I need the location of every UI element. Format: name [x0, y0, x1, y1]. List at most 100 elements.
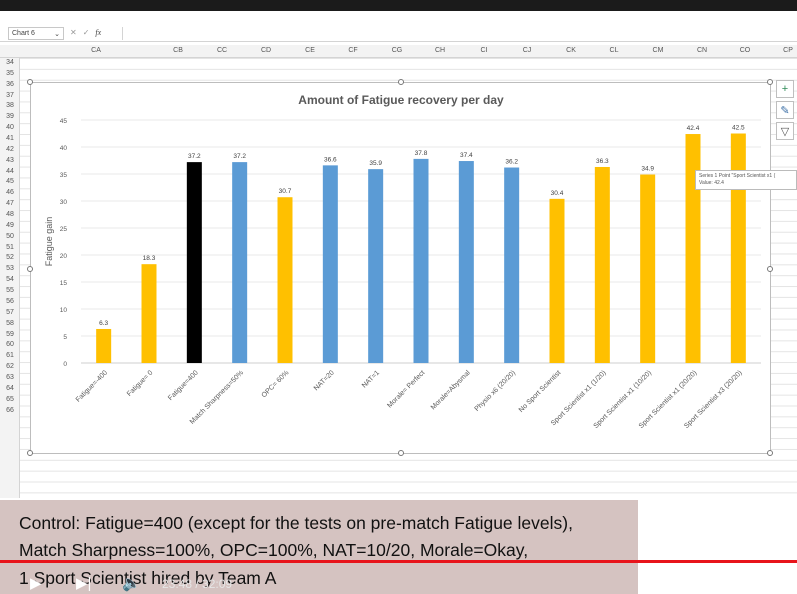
play-icon[interactable]: ▶: [30, 575, 42, 592]
video-controls: ▶ ▶| 🔈 23:48 / 32:09: [0, 572, 300, 594]
chart-styles-brush-icon[interactable]: ✎: [776, 101, 794, 119]
column-header[interactable]: CF: [348, 47, 358, 54]
tooltip-value: Value: 42.4: [699, 180, 724, 186]
resize-handle[interactable]: [767, 266, 773, 272]
row-header[interactable]: 44: [6, 167, 14, 175]
row-header[interactable]: 55: [6, 287, 14, 295]
row-header[interactable]: 42: [6, 145, 14, 153]
column-header[interactable]: CP: [783, 47, 793, 54]
volume-icon[interactable]: 🔈: [122, 575, 141, 592]
video-progress-bar[interactable]: [0, 560, 797, 563]
row-header[interactable]: 65: [6, 395, 14, 403]
column-header[interactable]: CH: [434, 47, 446, 54]
row-header[interactable]: 48: [6, 211, 14, 219]
column-header[interactable]: CL: [609, 47, 619, 54]
column-headers: CA CB CC CD CE CF CG CH CI CJ CK CL CM CN CO CP: [0, 45, 797, 58]
row-header[interactable]: 46: [6, 189, 14, 197]
bar: [730, 133, 746, 363]
row-header[interactable]: 56: [6, 297, 14, 305]
column-header[interactable]: CI: [480, 47, 488, 54]
y-axis-label: Fatigue gain: [44, 217, 54, 267]
name-box[interactable]: Chart 6 ⌄: [8, 27, 64, 40]
row-header[interactable]: 38: [6, 102, 14, 110]
row-header[interactable]: 45: [6, 178, 14, 186]
row-header[interactable]: 63: [6, 373, 14, 381]
column-header[interactable]: CA: [91, 47, 101, 54]
column-header[interactable]: CM: [652, 47, 664, 54]
y-tick-label: 20: [60, 253, 68, 260]
resize-handle[interactable]: [398, 79, 404, 85]
cancel-icon[interactable]: ✕: [70, 28, 77, 37]
row-header[interactable]: 62: [6, 363, 14, 371]
video-caption: Control: Fatigue=400 (except for the tes…: [0, 500, 638, 594]
bar: [594, 166, 610, 363]
caption-line-1: Control: Fatigue=400 (except for the tes…: [19, 513, 573, 533]
chart-title: Amount of Fatigue recovery per day: [298, 93, 504, 107]
y-tick-label: 35: [60, 172, 68, 179]
column-header[interactable]: CC: [216, 47, 228, 54]
data-label: 42.4: [687, 125, 700, 132]
data-label: 37.2: [233, 153, 246, 160]
data-label: 30.4: [551, 190, 564, 197]
resize-handle[interactable]: [767, 79, 773, 85]
x-tick-label: Morale=Abysmal: [430, 369, 472, 411]
row-header[interactable]: 40: [6, 124, 14, 132]
bar: [549, 198, 565, 363]
row-header[interactable]: 43: [6, 156, 14, 164]
row-header[interactable]: 37: [6, 91, 14, 99]
chart-filter-icon[interactable]: ▽: [776, 122, 794, 140]
resize-handle[interactable]: [767, 450, 773, 456]
x-tick-label: Physio x6 (20/20): [474, 369, 517, 412]
row-header[interactable]: 50: [6, 232, 14, 240]
row-header[interactable]: 39: [6, 113, 14, 121]
column-header[interactable]: CD: [260, 47, 272, 54]
row-header[interactable]: 51: [6, 243, 14, 251]
y-tick-label: 0: [63, 361, 67, 368]
resize-handle[interactable]: [27, 450, 33, 456]
chart-object[interactable]: Amount of Fatigue recovery per day Fatigu…: [27, 79, 773, 456]
column-header[interactable]: CJ: [522, 47, 532, 54]
enter-icon[interactable]: ✓: [82, 28, 90, 37]
resize-handle[interactable]: [27, 266, 33, 272]
chart-elements-plus-icon[interactable]: +: [776, 80, 794, 98]
column-header[interactable]: CN: [696, 47, 708, 54]
row-header[interactable]: 57: [6, 308, 14, 316]
function-icon[interactable]: fx: [95, 28, 102, 37]
column-header[interactable]: CG: [391, 47, 403, 54]
video-time: 23:48 / 32:09: [162, 577, 233, 591]
row-header[interactable]: 58: [6, 319, 14, 327]
row-header[interactable]: 34: [6, 59, 14, 66]
row-header[interactable]: 36: [6, 80, 14, 88]
row-header[interactable]: 49: [6, 221, 14, 229]
resize-handle[interactable]: [27, 79, 33, 85]
row-header[interactable]: 53: [6, 265, 14, 273]
bar: [458, 161, 474, 363]
data-label: 18.3: [143, 255, 156, 262]
column-header[interactable]: CE: [305, 47, 315, 54]
next-icon[interactable]: ▶|: [76, 575, 92, 592]
column-header[interactable]: CO: [739, 47, 751, 54]
row-header[interactable]: 64: [6, 384, 14, 392]
row-header[interactable]: 52: [6, 254, 14, 262]
window-top-bar: [0, 0, 797, 11]
chevron-down-icon[interactable]: ⌄: [54, 30, 60, 38]
row-header[interactable]: 54: [6, 276, 14, 284]
resize-handle[interactable]: [398, 450, 404, 456]
data-label: 35.9: [369, 160, 382, 167]
caption-line-3: 1 Sport Scientist hired by Team A: [19, 568, 277, 588]
row-header[interactable]: 35: [6, 69, 14, 77]
row-header[interactable]: 47: [6, 200, 14, 208]
x-tick-label: Morale= Perfect: [386, 369, 426, 409]
caption-line-2: Match Sharpness=100%, OPC=100%, NAT=10/2…: [19, 540, 529, 560]
row-header[interactable]: 60: [6, 341, 14, 349]
row-header[interactable]: 41: [6, 135, 14, 143]
formula-input[interactable]: [122, 27, 792, 40]
column-header[interactable]: CK: [566, 47, 576, 54]
row-headers: 34 35 36 37 38 39 40 41 42 43 44 45 46 47 48 49 50 51 52 53…: [0, 58, 20, 498]
row-header[interactable]: 66: [6, 406, 14, 414]
bar: [322, 165, 338, 363]
row-header[interactable]: 59: [6, 330, 14, 338]
row-header[interactable]: 61: [6, 352, 14, 360]
column-header[interactable]: CB: [173, 47, 183, 54]
name-box-value: Chart 6: [12, 30, 35, 37]
